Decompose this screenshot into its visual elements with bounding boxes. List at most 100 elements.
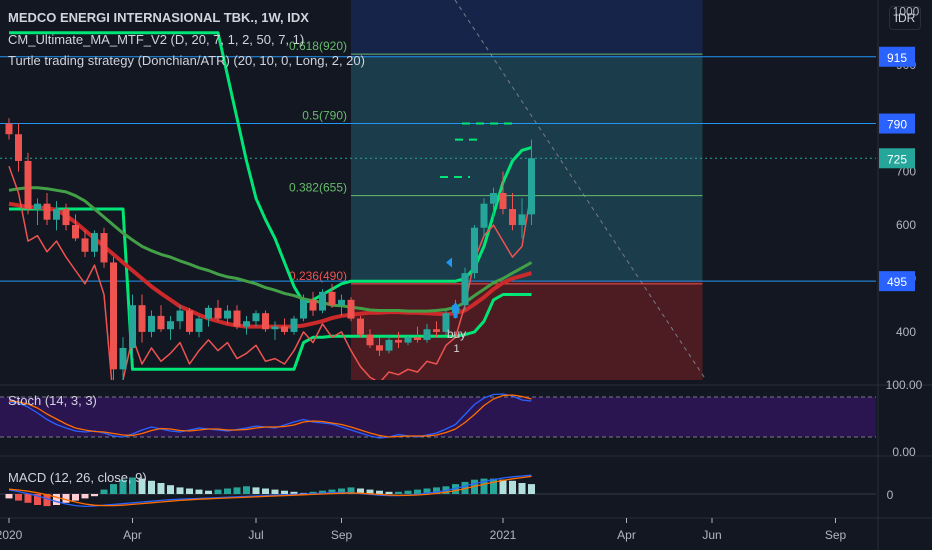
macd-histogram-bar[interactable]: [129, 477, 136, 495]
macd-histogram-bar[interactable]: [357, 488, 364, 495]
macd-legend[interactable]: MACD (12, 26, close, 9): [8, 470, 147, 485]
candle-body[interactable]: [148, 315, 155, 332]
candle-body[interactable]: [319, 291, 326, 311]
macd-histogram-bar[interactable]: [423, 488, 431, 495]
macd-histogram-bar[interactable]: [72, 494, 79, 501]
macd-histogram-bar[interactable]: [262, 488, 269, 495]
macd-histogram-bar[interactable]: [205, 490, 212, 494]
macd-histogram-bar[interactable]: [414, 489, 421, 494]
macd-histogram-bar[interactable]: [281, 490, 288, 494]
candle-body[interactable]: [110, 262, 117, 370]
macd-histogram-bar[interactable]: [290, 491, 298, 494]
macd-histogram-bar[interactable]: [328, 489, 336, 494]
candle-body[interactable]: [5, 123, 13, 135]
candle-body[interactable]: [509, 209, 516, 226]
macd-histogram-bar[interactable]: [271, 489, 279, 494]
macd-histogram-bar[interactable]: [338, 488, 345, 495]
macd-histogram-bar[interactable]: [518, 483, 526, 494]
macd-histogram-bar[interactable]: [376, 490, 383, 494]
candle-body[interactable]: [338, 299, 345, 306]
candle-body[interactable]: [442, 313, 450, 332]
macd-histogram-bar[interactable]: [252, 487, 260, 494]
candle-body[interactable]: [119, 347, 127, 370]
candle-body[interactable]: [205, 307, 212, 319]
candle-body[interactable]: [176, 310, 184, 322]
macd-histogram-bar[interactable]: [148, 480, 155, 494]
candle-body[interactable]: [224, 310, 231, 319]
trend-line[interactable]: [454, 0, 707, 381]
candle-body[interactable]: [376, 345, 383, 351]
candle-body[interactable]: [347, 299, 355, 319]
macd-histogram-bar[interactable]: [347, 487, 355, 494]
candle-body[interactable]: [518, 214, 526, 226]
candle-body[interactable]: [81, 238, 89, 252]
currency-badge[interactable]: IDR: [889, 6, 921, 30]
candle-body[interactable]: [262, 313, 269, 330]
macd-histogram-bar[interactable]: [224, 488, 231, 495]
candle-body[interactable]: [471, 227, 478, 274]
price-badge[interactable]: [879, 46, 915, 67]
macd-histogram-bar[interactable]: [509, 480, 516, 494]
macd-histogram-bar[interactable]: [110, 484, 117, 494]
price-badge[interactable]: [879, 113, 915, 134]
candle-body[interactable]: [214, 307, 222, 319]
macd-histogram-bar[interactable]: [309, 491, 317, 494]
candle-body[interactable]: [24, 160, 32, 210]
candle-body[interactable]: [499, 193, 507, 210]
macd-histogram-bar[interactable]: [186, 488, 193, 495]
macd-histogram-bar[interactable]: [319, 490, 326, 494]
candle-body[interactable]: [100, 233, 108, 263]
candle-body[interactable]: [423, 329, 431, 340]
macd-histogram-bar[interactable]: [62, 494, 70, 503]
candle-body[interactable]: [309, 299, 317, 311]
candle-body[interactable]: [461, 273, 469, 306]
candle-body[interactable]: [72, 225, 79, 239]
macd-histogram-bar[interactable]: [385, 491, 393, 494]
buy-arrow-icon[interactable]: [450, 301, 461, 318]
candle-body[interactable]: [167, 321, 174, 330]
candle-body[interactable]: [233, 310, 241, 327]
candle-body[interactable]: [91, 233, 98, 252]
candle-body[interactable]: [129, 305, 136, 348]
candle-body[interactable]: [195, 318, 203, 332]
candle-body[interactable]: [43, 203, 51, 220]
macd-histogram-bar[interactable]: [5, 494, 13, 499]
candle-body[interactable]: [271, 326, 279, 330]
candle-body[interactable]: [252, 313, 260, 322]
macd-histogram-bar[interactable]: [138, 478, 146, 494]
candle-body[interactable]: [480, 203, 488, 228]
candle-body[interactable]: [281, 326, 288, 332]
candle-body[interactable]: [15, 134, 22, 161]
candle-body[interactable]: [366, 334, 374, 346]
macd-histogram-bar[interactable]: [480, 478, 488, 494]
macd-histogram-bar[interactable]: [119, 479, 127, 494]
macd-histogram-bar[interactable]: [100, 489, 108, 494]
price-badge[interactable]: [879, 271, 915, 292]
macd-histogram-bar[interactable]: [404, 490, 412, 494]
macd-histogram-bar[interactable]: [91, 494, 98, 497]
macd-histogram-bar[interactable]: [176, 487, 184, 494]
candle-body[interactable]: [290, 318, 298, 332]
macd-histogram-bar[interactable]: [395, 491, 402, 494]
macd-histogram-bar[interactable]: [433, 487, 440, 494]
macd-histogram-bar[interactable]: [490, 478, 497, 494]
candle-body[interactable]: [300, 299, 307, 319]
candle-body[interactable]: [243, 321, 250, 327]
candle-body[interactable]: [186, 310, 193, 332]
candle-body[interactable]: [395, 339, 402, 343]
candle-body[interactable]: [490, 193, 497, 204]
macd-histogram-bar[interactable]: [195, 489, 203, 494]
candle-body[interactable]: [357, 318, 364, 335]
candle-body[interactable]: [34, 203, 41, 210]
candle-body[interactable]: [53, 209, 60, 220]
macd-histogram-bar[interactable]: [214, 489, 222, 494]
candle-body[interactable]: [157, 315, 165, 330]
macd-histogram-bar[interactable]: [53, 494, 60, 505]
candle-body[interactable]: [62, 209, 70, 226]
macd-histogram-bar[interactable]: [157, 483, 165, 494]
price-badge[interactable]: [879, 148, 915, 169]
macd-histogram-bar[interactable]: [233, 487, 241, 494]
macd-histogram-bar[interactable]: [43, 494, 51, 507]
macd-histogram-bar[interactable]: [34, 494, 41, 505]
